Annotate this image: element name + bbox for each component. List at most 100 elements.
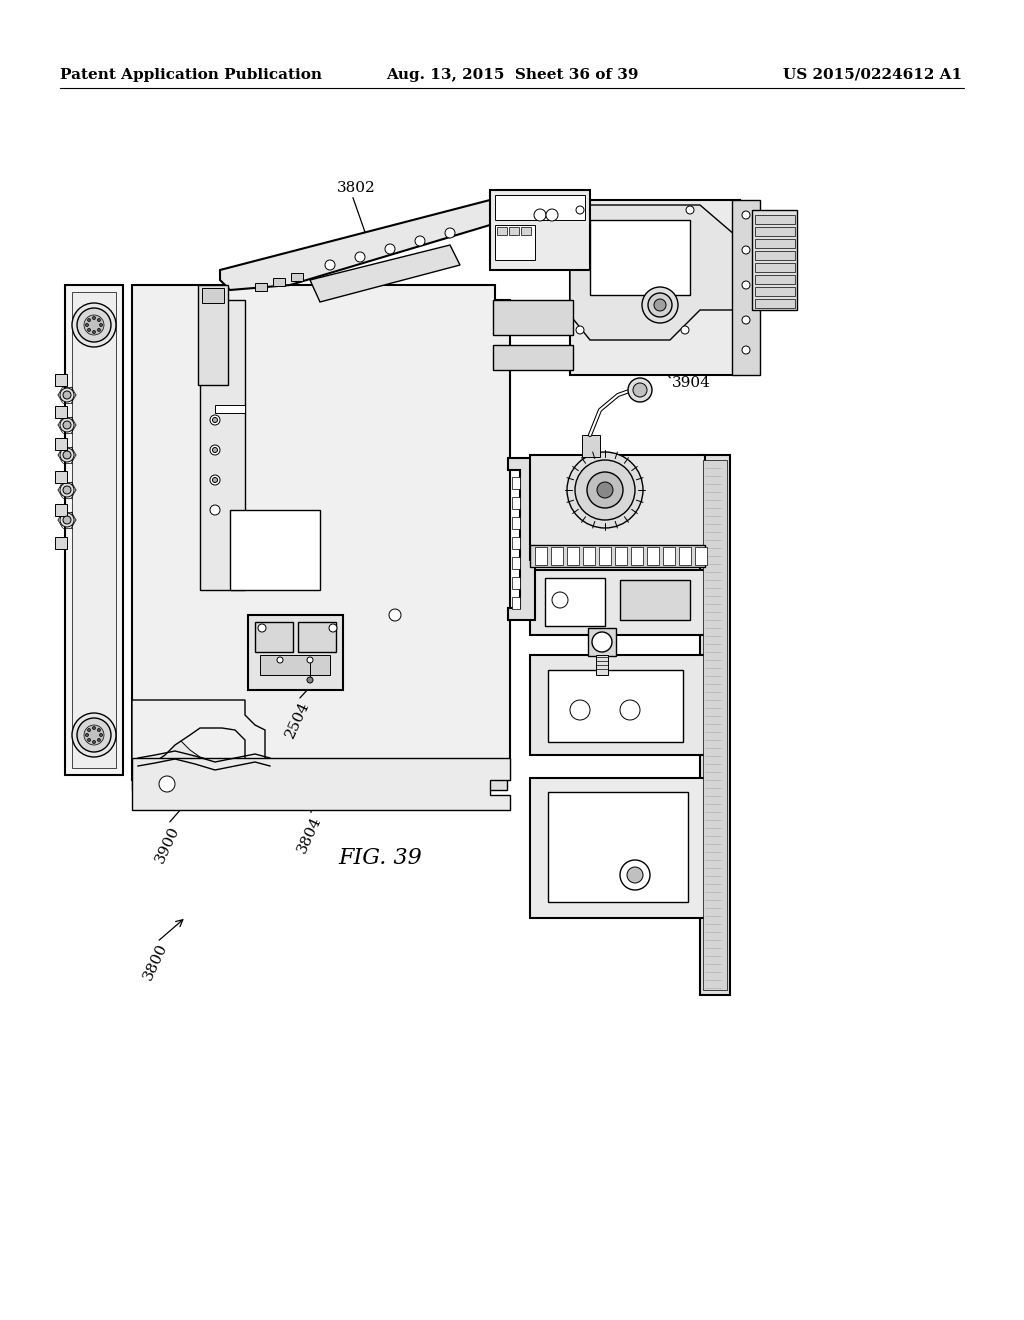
Polygon shape bbox=[530, 777, 705, 917]
Circle shape bbox=[575, 326, 584, 334]
Polygon shape bbox=[198, 285, 228, 385]
Polygon shape bbox=[512, 498, 520, 510]
Polygon shape bbox=[530, 545, 705, 568]
Polygon shape bbox=[530, 455, 705, 560]
Circle shape bbox=[628, 378, 652, 403]
Circle shape bbox=[63, 451, 71, 459]
Circle shape bbox=[77, 308, 111, 342]
Polygon shape bbox=[548, 671, 683, 742]
Polygon shape bbox=[255, 622, 293, 652]
Polygon shape bbox=[72, 292, 116, 768]
Polygon shape bbox=[55, 537, 67, 549]
Polygon shape bbox=[55, 407, 67, 418]
Polygon shape bbox=[493, 345, 573, 370]
Polygon shape bbox=[512, 537, 520, 549]
Polygon shape bbox=[495, 195, 585, 220]
Polygon shape bbox=[55, 438, 67, 450]
Circle shape bbox=[686, 206, 694, 214]
Circle shape bbox=[72, 304, 116, 347]
Circle shape bbox=[72, 713, 116, 756]
Polygon shape bbox=[521, 227, 531, 235]
Polygon shape bbox=[535, 546, 547, 565]
Polygon shape bbox=[755, 263, 795, 272]
Polygon shape bbox=[588, 628, 616, 656]
Circle shape bbox=[742, 246, 750, 253]
Polygon shape bbox=[596, 655, 608, 675]
Circle shape bbox=[742, 315, 750, 323]
Polygon shape bbox=[545, 578, 605, 626]
Polygon shape bbox=[695, 546, 707, 565]
Polygon shape bbox=[755, 227, 795, 236]
Polygon shape bbox=[512, 577, 520, 589]
Circle shape bbox=[85, 734, 88, 737]
Circle shape bbox=[60, 388, 74, 403]
Circle shape bbox=[84, 725, 104, 744]
Polygon shape bbox=[132, 700, 265, 762]
Circle shape bbox=[570, 700, 590, 719]
Polygon shape bbox=[615, 546, 627, 565]
Polygon shape bbox=[220, 201, 580, 290]
Circle shape bbox=[63, 421, 71, 429]
Polygon shape bbox=[132, 758, 510, 810]
Circle shape bbox=[159, 776, 175, 792]
Polygon shape bbox=[255, 282, 267, 290]
Circle shape bbox=[60, 483, 74, 498]
Circle shape bbox=[99, 734, 102, 737]
Polygon shape bbox=[490, 190, 590, 271]
Polygon shape bbox=[530, 655, 705, 755]
Circle shape bbox=[534, 209, 546, 220]
Circle shape bbox=[415, 236, 425, 246]
Circle shape bbox=[87, 318, 90, 322]
Polygon shape bbox=[590, 220, 690, 294]
Polygon shape bbox=[497, 227, 507, 235]
Circle shape bbox=[60, 447, 74, 462]
Polygon shape bbox=[512, 597, 520, 609]
Circle shape bbox=[210, 445, 220, 455]
Polygon shape bbox=[755, 300, 795, 308]
Circle shape bbox=[575, 206, 584, 214]
Circle shape bbox=[307, 657, 313, 663]
Circle shape bbox=[97, 329, 100, 331]
Polygon shape bbox=[310, 246, 460, 302]
Polygon shape bbox=[132, 730, 245, 780]
Polygon shape bbox=[548, 792, 688, 902]
Polygon shape bbox=[512, 477, 520, 488]
Polygon shape bbox=[512, 517, 520, 529]
Polygon shape bbox=[495, 224, 535, 260]
Circle shape bbox=[620, 861, 650, 890]
Circle shape bbox=[213, 478, 217, 483]
Circle shape bbox=[63, 486, 71, 494]
Circle shape bbox=[210, 414, 220, 425]
Polygon shape bbox=[583, 546, 595, 565]
Circle shape bbox=[87, 729, 90, 731]
Circle shape bbox=[633, 383, 647, 397]
Circle shape bbox=[97, 729, 100, 731]
Circle shape bbox=[329, 624, 337, 632]
Polygon shape bbox=[55, 504, 67, 516]
Circle shape bbox=[77, 718, 111, 752]
Circle shape bbox=[278, 657, 283, 663]
Circle shape bbox=[742, 211, 750, 219]
Text: 2504: 2504 bbox=[283, 700, 312, 741]
Polygon shape bbox=[530, 570, 705, 635]
Polygon shape bbox=[55, 471, 67, 483]
Polygon shape bbox=[620, 579, 690, 620]
Circle shape bbox=[213, 417, 217, 422]
Circle shape bbox=[87, 738, 90, 742]
Text: 3804: 3804 bbox=[295, 814, 324, 855]
Circle shape bbox=[597, 482, 613, 498]
Polygon shape bbox=[679, 546, 691, 565]
Polygon shape bbox=[567, 546, 579, 565]
Circle shape bbox=[92, 317, 95, 319]
Circle shape bbox=[60, 418, 74, 432]
Polygon shape bbox=[509, 227, 519, 235]
Polygon shape bbox=[631, 546, 643, 565]
Polygon shape bbox=[755, 239, 795, 248]
Circle shape bbox=[63, 516, 71, 524]
Circle shape bbox=[92, 741, 95, 743]
Polygon shape bbox=[755, 286, 795, 296]
Circle shape bbox=[99, 323, 102, 326]
Circle shape bbox=[587, 473, 623, 508]
Circle shape bbox=[620, 700, 640, 719]
Polygon shape bbox=[493, 300, 573, 335]
